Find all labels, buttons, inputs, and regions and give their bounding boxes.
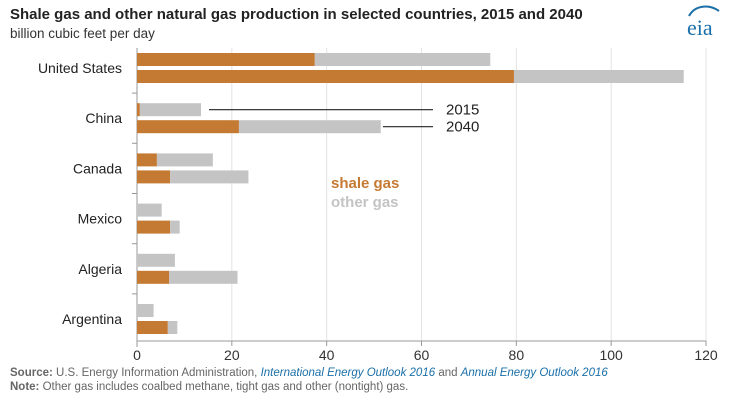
eia-logo: eia — [687, 5, 720, 40]
x-tick-label: 40 — [319, 347, 335, 363]
chart-subtitle: billion cubic feet per day — [10, 26, 155, 41]
category-label: United States — [38, 60, 122, 76]
bar-other-2040 — [169, 270, 238, 284]
bar-shale-2040 — [137, 170, 171, 184]
legend-other-gas: other gas — [331, 194, 399, 211]
x-tick-label: 20 — [224, 347, 240, 363]
annotation-2040: 2040 — [446, 119, 479, 136]
bar-other-2040 — [513, 70, 684, 83]
bar-shale-2040 — [137, 220, 171, 234]
category-label: Mexico — [78, 211, 123, 227]
bar-other-2015 — [137, 253, 175, 267]
note-text: Other gas includes coalbed methane, tigh… — [42, 381, 409, 393]
category-label: China — [85, 110, 122, 126]
bar-shale-2040 — [137, 270, 170, 284]
x-tick-label: 120 — [694, 347, 718, 363]
bar-other-2040 — [170, 220, 180, 234]
bar-other-2015 — [139, 103, 202, 117]
source-and: and — [438, 367, 458, 379]
footer: Source: U.S. Energy Information Administ… — [10, 366, 608, 394]
bar-other-2040 — [167, 321, 178, 334]
bar-shale-2040 — [137, 321, 168, 334]
bar-other-2040 — [238, 120, 381, 134]
source-link-ieo[interactable]: International Energy Outlook 2016 — [260, 367, 436, 379]
source-text: U.S. Energy Information Administration, — [56, 367, 258, 379]
bar-shale-2040 — [137, 120, 239, 134]
note-label: Note: — [10, 381, 40, 393]
bar-other-2015 — [137, 304, 154, 317]
source-line: Source: U.S. Energy Information Administ… — [10, 366, 608, 380]
x-tick-label: 60 — [414, 347, 430, 363]
source-link-aeo[interactable]: Annual Energy Outlook 2016 — [460, 367, 608, 379]
bar-shale-2040 — [137, 70, 514, 83]
bar-shale-2015 — [137, 153, 157, 167]
note-line: Note: Other gas includes coalbed methane… — [10, 380, 608, 394]
x-tick-label: 0 — [133, 347, 141, 363]
bar-other-2015 — [137, 203, 162, 217]
chart-title: Shale gas and other natural gas producti… — [10, 6, 583, 23]
bar-other-2040 — [170, 170, 249, 184]
category-label: Argentina — [62, 311, 122, 327]
category-label: Canada — [73, 160, 122, 176]
bar-other-2015 — [156, 153, 213, 167]
source-label: Source: — [10, 367, 53, 379]
logo-swoosh-icon — [688, 5, 720, 17]
x-tick-label: 80 — [509, 347, 525, 363]
category-label: Algeria — [78, 261, 122, 277]
legend-shale-gas: shale gas — [331, 175, 399, 192]
bar-shale-2015 — [137, 103, 140, 117]
annotation-2015: 2015 — [446, 102, 479, 119]
bar-shale-2015 — [137, 53, 315, 66]
logo-text: eia — [687, 15, 713, 40]
x-tick-label: 100 — [599, 347, 623, 363]
bar-other-2015 — [314, 53, 491, 66]
